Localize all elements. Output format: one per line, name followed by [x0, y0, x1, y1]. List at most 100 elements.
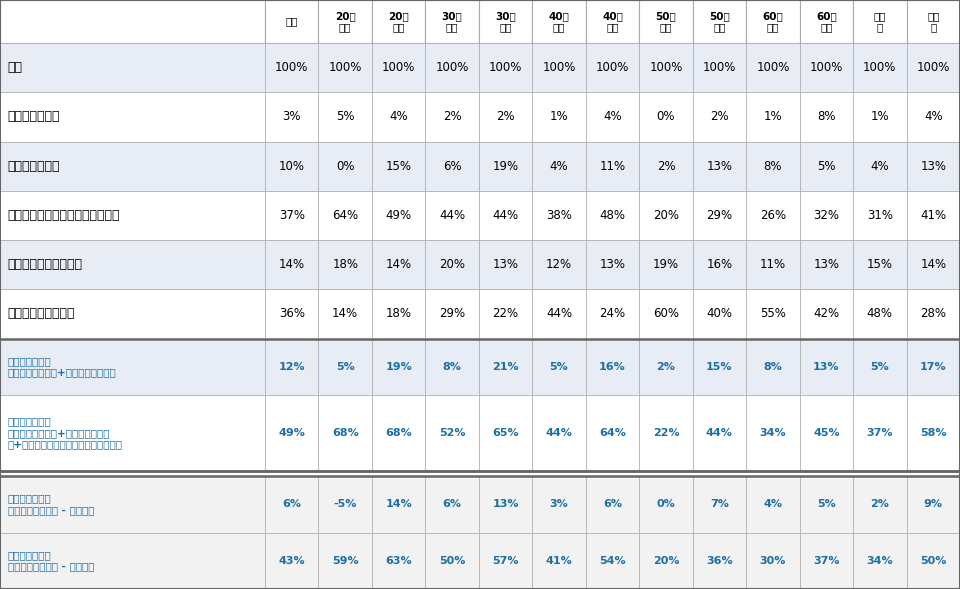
Bar	[479, 92, 532, 141]
Text: ぜひ利用したい: ぜひ利用したい	[8, 111, 60, 124]
Text: 6%: 6%	[282, 499, 301, 509]
Bar	[586, 43, 639, 92]
Bar	[479, 43, 532, 92]
Text: 全体: 全体	[8, 61, 23, 74]
Text: 2%: 2%	[710, 111, 729, 124]
Text: 5%: 5%	[817, 499, 836, 509]
Text: 13%: 13%	[492, 258, 518, 272]
Bar	[586, 191, 639, 240]
Bar	[853, 0, 906, 43]
Text: 59%: 59%	[332, 556, 358, 566]
Text: 100%: 100%	[276, 61, 308, 74]
Text: 14%: 14%	[332, 307, 358, 320]
Text: 50%: 50%	[439, 556, 466, 566]
Text: 8%: 8%	[817, 111, 835, 124]
Text: 100%: 100%	[703, 61, 736, 74]
Bar	[319, 0, 372, 43]
Bar	[693, 476, 746, 532]
Text: 7%: 7%	[710, 499, 729, 509]
Text: 0%: 0%	[657, 499, 675, 509]
Text: 100%: 100%	[489, 61, 522, 74]
Text: 9%: 9%	[924, 499, 943, 509]
Text: 30代
男性: 30代 男性	[442, 11, 463, 32]
Bar	[853, 141, 906, 191]
Bar	[639, 0, 693, 43]
Bar	[906, 43, 960, 92]
Text: 29%: 29%	[439, 307, 466, 320]
Bar	[0, 191, 265, 240]
Bar	[479, 0, 532, 43]
Bar	[853, 395, 906, 471]
Text: 20代
男性: 20代 男性	[335, 11, 355, 32]
Bar	[319, 240, 372, 289]
Text: 26%: 26%	[759, 209, 786, 222]
Text: 積極的潜在需要
（積極的利用意向 - 利用率）: 積極的潜在需要 （積極的利用意向 - 利用率）	[8, 494, 94, 515]
Bar	[0, 43, 265, 92]
Text: 44%: 44%	[546, 307, 572, 320]
Bar	[319, 191, 372, 240]
Bar	[319, 476, 372, 532]
Bar	[906, 240, 960, 289]
Bar	[800, 395, 853, 471]
Bar	[265, 191, 319, 240]
Bar	[639, 532, 693, 589]
Text: 44%: 44%	[492, 209, 518, 222]
Text: 4%: 4%	[924, 111, 943, 124]
Text: 65%: 65%	[492, 428, 519, 438]
Text: 20%: 20%	[653, 556, 680, 566]
Bar	[479, 289, 532, 339]
Bar	[532, 395, 586, 471]
Text: 男性
計: 男性 計	[874, 11, 886, 32]
Bar	[425, 532, 479, 589]
Bar	[532, 289, 586, 339]
Text: 1%: 1%	[871, 111, 889, 124]
Text: 31%: 31%	[867, 209, 893, 222]
Text: 100%: 100%	[542, 61, 576, 74]
Bar	[853, 289, 906, 339]
Bar	[479, 476, 532, 532]
Text: 100%: 100%	[756, 61, 789, 74]
Bar	[853, 339, 906, 395]
Text: 6%: 6%	[443, 160, 462, 173]
Bar	[906, 532, 960, 589]
Bar	[906, 476, 960, 532]
Text: 49%: 49%	[386, 209, 412, 222]
Bar	[265, 141, 319, 191]
Text: 40代
女性: 40代 女性	[602, 11, 623, 32]
Text: 11%: 11%	[599, 160, 626, 173]
Text: 22%: 22%	[653, 428, 680, 438]
Bar	[372, 92, 425, 141]
Bar	[853, 191, 906, 240]
Text: 34%: 34%	[867, 556, 893, 566]
Bar	[265, 476, 319, 532]
Text: 11%: 11%	[759, 258, 786, 272]
Text: 13%: 13%	[921, 160, 947, 173]
Bar	[372, 339, 425, 395]
Text: 36%: 36%	[707, 556, 732, 566]
Text: 29%: 29%	[707, 209, 732, 222]
Bar	[800, 0, 853, 43]
Text: 5%: 5%	[336, 362, 354, 372]
Text: 48%: 48%	[867, 307, 893, 320]
Text: 3%: 3%	[282, 111, 301, 124]
Bar	[0, 476, 265, 532]
Bar	[800, 191, 853, 240]
Text: 100%: 100%	[809, 61, 843, 74]
Text: 19%: 19%	[492, 160, 518, 173]
Bar	[639, 191, 693, 240]
Bar	[425, 395, 479, 471]
Bar	[586, 240, 639, 289]
Bar	[265, 339, 319, 395]
Bar	[265, 43, 319, 92]
Text: 100%: 100%	[328, 61, 362, 74]
Text: 57%: 57%	[492, 556, 518, 566]
Text: 50代
女性: 50代 女性	[709, 11, 730, 32]
Text: 4%: 4%	[390, 111, 408, 124]
Bar	[265, 289, 319, 339]
Text: 58%: 58%	[920, 428, 947, 438]
Bar	[319, 141, 372, 191]
Text: 6%: 6%	[443, 499, 462, 509]
Text: 42%: 42%	[813, 307, 839, 320]
Text: 全く利用したくない: 全く利用したくない	[8, 307, 75, 320]
Text: 2%: 2%	[657, 160, 675, 173]
